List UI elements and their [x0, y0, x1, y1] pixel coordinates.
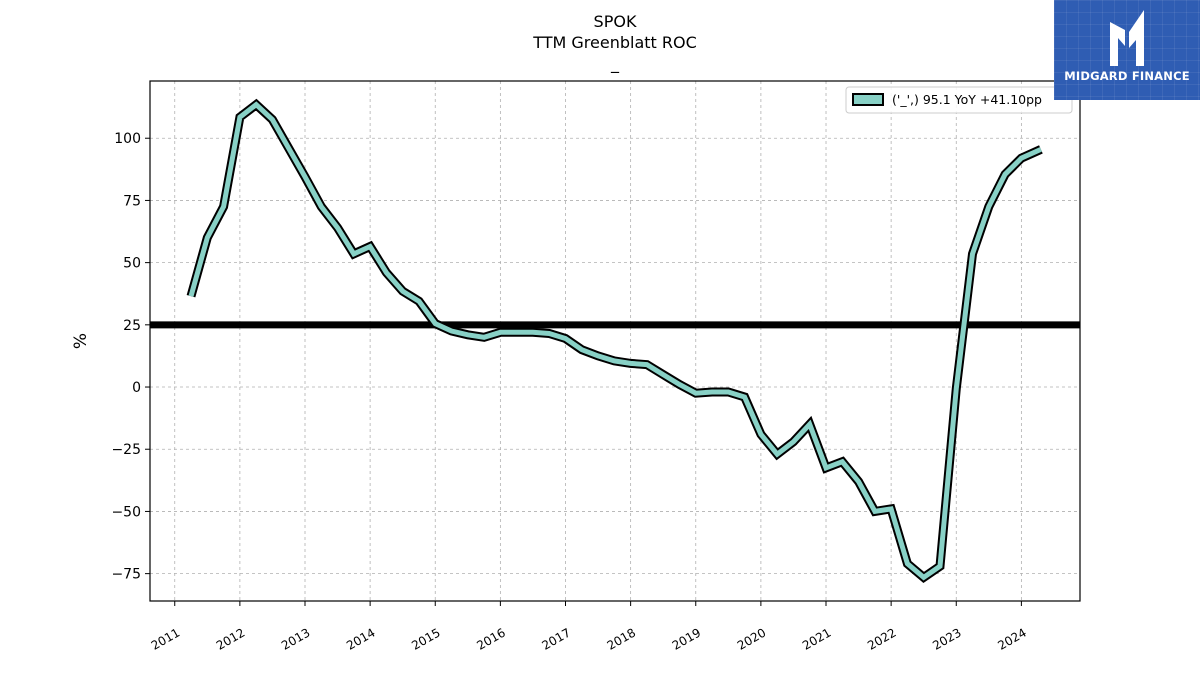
- legend-swatch: [852, 93, 884, 106]
- x-tick-label: 2021: [800, 625, 833, 652]
- x-tick-label: 2024: [995, 625, 1028, 652]
- x-tick-label: 2019: [670, 625, 703, 652]
- plot-frame: [149, 80, 1081, 602]
- legend-label: ('_',) 95.1 YoY +41.10pp: [892, 92, 1042, 107]
- y-tick-label: 25: [123, 318, 141, 334]
- grid: [150, 81, 1080, 601]
- x-tick-label: 2011: [149, 625, 182, 652]
- x-tick-label: 2020: [735, 625, 768, 652]
- y-tick-label: 50: [123, 256, 141, 272]
- y-axis: −75 −50 −25 0 25 50 75 100: [111, 131, 150, 583]
- logo: MIDGARD FINANCE: [1054, 0, 1200, 100]
- chart-subtitle: TTM Greenblatt ROC: [532, 33, 697, 52]
- x-tick-label: 2023: [930, 625, 963, 652]
- y-axis-label: %: [71, 333, 91, 349]
- x-axis: 2011 2012 2013 2014 2015 2016 2017 2018 2019 2020…: [149, 601, 1029, 653]
- series-group: [186, 98, 1043, 584]
- x-tick-label: 2018: [605, 625, 638, 652]
- midgard-logo-icon: [1110, 10, 1144, 66]
- y-tick-label: 100: [114, 131, 141, 147]
- y-tick-label: −75: [111, 567, 141, 583]
- series-line: [188, 101, 1042, 581]
- x-tick-label: 2017: [540, 625, 573, 652]
- legend-box: [845, 86, 1073, 114]
- x-tick-label: 2015: [409, 625, 442, 652]
- x-tick-label: 2022: [865, 625, 898, 652]
- y-tick-label: −25: [111, 442, 141, 458]
- x-tick-label: 2014: [344, 625, 377, 652]
- chart-subtitle-2: _: [610, 54, 620, 74]
- chart-title: SPOK: [594, 12, 637, 31]
- y-tick-label: 0: [132, 380, 141, 396]
- x-tick-label: 2013: [279, 625, 312, 652]
- y-tick-label: 75: [123, 193, 141, 209]
- legend: ('_',) 95.1 YoY +41.10pp: [845, 86, 1073, 114]
- x-tick-label: 2012: [214, 625, 247, 652]
- series-line-outline: [186, 98, 1043, 584]
- x-tick-label: 2016: [474, 625, 507, 652]
- logo-text: MIDGARD FINANCE: [1064, 69, 1190, 83]
- y-tick-label: −50: [111, 504, 141, 520]
